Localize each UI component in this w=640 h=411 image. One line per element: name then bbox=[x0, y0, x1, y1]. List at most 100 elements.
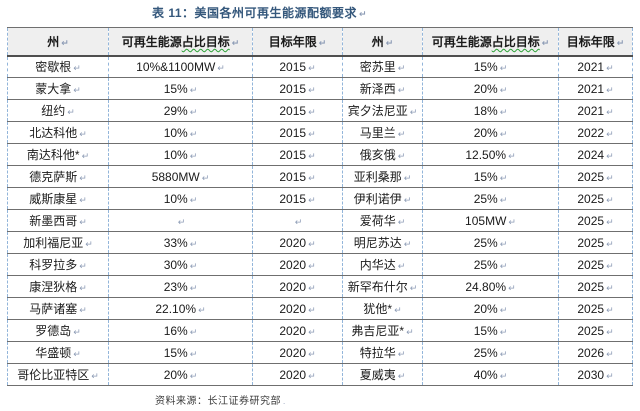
target-cell: 15% ↵ bbox=[108, 77, 253, 100]
target-cell: 30% ↵ bbox=[108, 253, 253, 276]
target-cell: 25% ↵ bbox=[422, 231, 559, 254]
year-cell: 2020 ↵ bbox=[252, 275, 343, 298]
state-cell: 科罗拉多 ↵ bbox=[7, 253, 109, 276]
target-cell: 15% ↵ bbox=[422, 319, 559, 342]
table-row: 南达科他* ↵ 10% ↵ 2015 ↵ 俄亥俄 ↵ 12.50% ↵ 2024 ↵ bbox=[7, 143, 633, 166]
target-cell: 25% ↵ bbox=[422, 187, 559, 210]
paragraph-mark: ↵ bbox=[499, 194, 508, 205]
table-title-text: 表 11：美国各州可再生能源配额要求 bbox=[152, 6, 358, 20]
paragraph-mark: ↵ bbox=[189, 106, 198, 117]
paragraph-mark: ↵ bbox=[606, 128, 614, 139]
paragraph-mark: ↵ bbox=[541, 37, 550, 48]
paragraph-mark: ↵ bbox=[79, 173, 87, 183]
paragraph-mark: ↵ bbox=[499, 84, 508, 95]
paragraph-mark: ↵ bbox=[397, 85, 406, 95]
target-cell: 105MW ↵ bbox=[422, 209, 559, 232]
paragraph-mark: ↵ bbox=[397, 129, 406, 139]
target-cell: 24.80% ↵ bbox=[422, 275, 559, 298]
state-cell: 南达科他* ↵ bbox=[7, 143, 109, 166]
paragraph-mark: ↵ bbox=[403, 239, 412, 249]
target-cell: 10% ↵ bbox=[108, 187, 253, 210]
target-cell: 15% ↵ bbox=[108, 341, 253, 364]
target-cell: 20% ↵ bbox=[422, 121, 559, 144]
state-cell: 亚利桑那 ↵ bbox=[342, 165, 423, 188]
target-cell: 29% ↵ bbox=[108, 99, 253, 122]
header-state: 州 ↵ bbox=[7, 27, 109, 56]
paragraph-mark: ↵ bbox=[394, 305, 402, 315]
target-cell: 10% ↵ bbox=[108, 143, 253, 166]
paragraph-mark: ↵ bbox=[308, 260, 316, 271]
table-row: 康涅狄格 ↵ 23% ↵ 2020 ↵ 新罕布什尔 ↵ 24.80% ↵ 2025 ↵ bbox=[7, 275, 633, 298]
year-cell: 2021 ↵ bbox=[558, 99, 633, 122]
paragraph-mark: ↵ bbox=[499, 172, 508, 183]
state-cell: 马萨诸塞 ↵ bbox=[7, 297, 109, 320]
year-cell: 2026 ↵ bbox=[558, 341, 633, 364]
paragraph-mark: ↵ bbox=[499, 348, 508, 359]
paragraph-mark: ↵ bbox=[189, 348, 198, 359]
paragraph-mark: ↵ bbox=[231, 37, 240, 48]
year-cell: 2025 ↵ bbox=[558, 165, 633, 188]
paragraph-mark: ↵ bbox=[397, 371, 406, 381]
state-cell: 夏威夷 ↵ bbox=[342, 363, 423, 386]
state-cell: 密歇根 ↵ bbox=[7, 55, 109, 78]
paragraph-mark: . bbox=[283, 397, 286, 406]
table-row: 华盛顿 ↵ 15% ↵ 2020 ↵ 特拉华 ↵ 25% ↵ 2026 ↵ bbox=[7, 341, 633, 364]
paragraph-mark: ↵ bbox=[189, 84, 198, 95]
paragraph-mark: ↵ bbox=[606, 326, 614, 337]
paragraph-mark: ↵ bbox=[308, 194, 316, 205]
year-cell: 2025 ↵ bbox=[558, 187, 633, 210]
paragraph-mark: ↵ bbox=[499, 260, 508, 271]
paragraph-mark: ↵ bbox=[198, 304, 206, 315]
state-cell: 宾夕法尼亚 ↵ bbox=[342, 99, 423, 122]
paragraph-mark: ↵ bbox=[308, 128, 316, 139]
paragraph-mark: ↵ bbox=[606, 172, 614, 183]
year-cell: 2025 ↵ bbox=[558, 253, 633, 276]
paragraph-mark: ↵ bbox=[67, 107, 75, 117]
paragraph-mark: ↵ bbox=[189, 326, 198, 337]
table-row: 罗德岛 ↵ 16% ↵ 2020 ↵ 弗吉尼亚* ↵ 15% ↵ 2025 ↵ bbox=[7, 319, 633, 342]
paragraph-mark: ↵ bbox=[409, 107, 418, 117]
target-cell: 15% ↵ bbox=[422, 55, 559, 78]
paragraph-mark: ↵ bbox=[79, 129, 87, 139]
paragraph-mark: ↵ bbox=[397, 349, 406, 359]
paragraph-mark: ↵ bbox=[189, 282, 198, 293]
year-cell: 2024 ↵ bbox=[558, 143, 633, 166]
target-cell: 25% ↵ bbox=[422, 341, 559, 364]
table-row: 科罗拉多 ↵ 30% ↵ 2020 ↵ 内华达 ↵ 25% ↵ 2025 ↵ bbox=[7, 253, 633, 276]
year-cell: 2020 ↵ bbox=[252, 297, 343, 320]
state-cell: 华盛顿 ↵ bbox=[7, 341, 109, 364]
paragraph-mark: ↵ bbox=[499, 62, 508, 73]
paragraph-mark: ↵ bbox=[606, 348, 614, 359]
target-cell: 22.10% ↵ bbox=[108, 297, 253, 320]
target-cell: 23% ↵ bbox=[108, 275, 253, 298]
header-target: 可再生能源占比目标 ↵ bbox=[108, 27, 253, 56]
paragraph-mark: ↵ bbox=[217, 62, 225, 73]
state-cell: 德克萨斯 ↵ bbox=[7, 165, 109, 188]
table-row: 新墨西哥 ↵ ↵ ↵ 爱荷华 ↵ 105MW ↵ 2025 ↵ bbox=[7, 209, 633, 232]
state-cell: 新罕布什尔 ↵ bbox=[342, 275, 423, 298]
year-cell: 2015 ↵ bbox=[252, 55, 343, 78]
paragraph-mark: ↵ bbox=[308, 172, 316, 183]
year-cell: 2021 ↵ bbox=[558, 55, 633, 78]
target-cell: 18% ↵ bbox=[422, 99, 559, 122]
paragraph-mark: ↵ bbox=[606, 370, 614, 381]
source-note: 资料来源：长江证券研究部. bbox=[155, 392, 640, 407]
target-cell: 40% ↵ bbox=[422, 363, 559, 386]
year-cell: ↵ bbox=[252, 209, 343, 232]
header-year: 目标年限 ↵ bbox=[252, 27, 343, 56]
paragraph-mark: ↵ bbox=[79, 195, 87, 205]
grammar-squiggle-text: 占比目标 bbox=[181, 34, 230, 49]
year-cell: 2015 ↵ bbox=[252, 99, 343, 122]
paragraph-mark: ↵ bbox=[397, 217, 406, 227]
paragraph-mark: ↵ bbox=[189, 370, 198, 381]
table-row: 密歇根 ↵ 10%&1100MW ↵ 2015 ↵ 密苏里 ↵ 15% ↵ 2021 ↵ bbox=[7, 55, 633, 78]
paragraph-mark: ↵ bbox=[73, 63, 81, 74]
target-cell: 5880MW ↵ bbox=[108, 165, 253, 188]
paragraph-mark: ↵ bbox=[606, 106, 614, 117]
paragraph-mark: ↵ bbox=[499, 370, 508, 381]
paragraph-mark: ↵ bbox=[73, 327, 81, 337]
paragraph-mark: ↵ bbox=[359, 9, 368, 19]
paragraph-mark: ↵ bbox=[499, 128, 508, 139]
target-cell: 33% ↵ bbox=[108, 231, 253, 254]
paragraph-mark: ↵ bbox=[73, 85, 81, 95]
